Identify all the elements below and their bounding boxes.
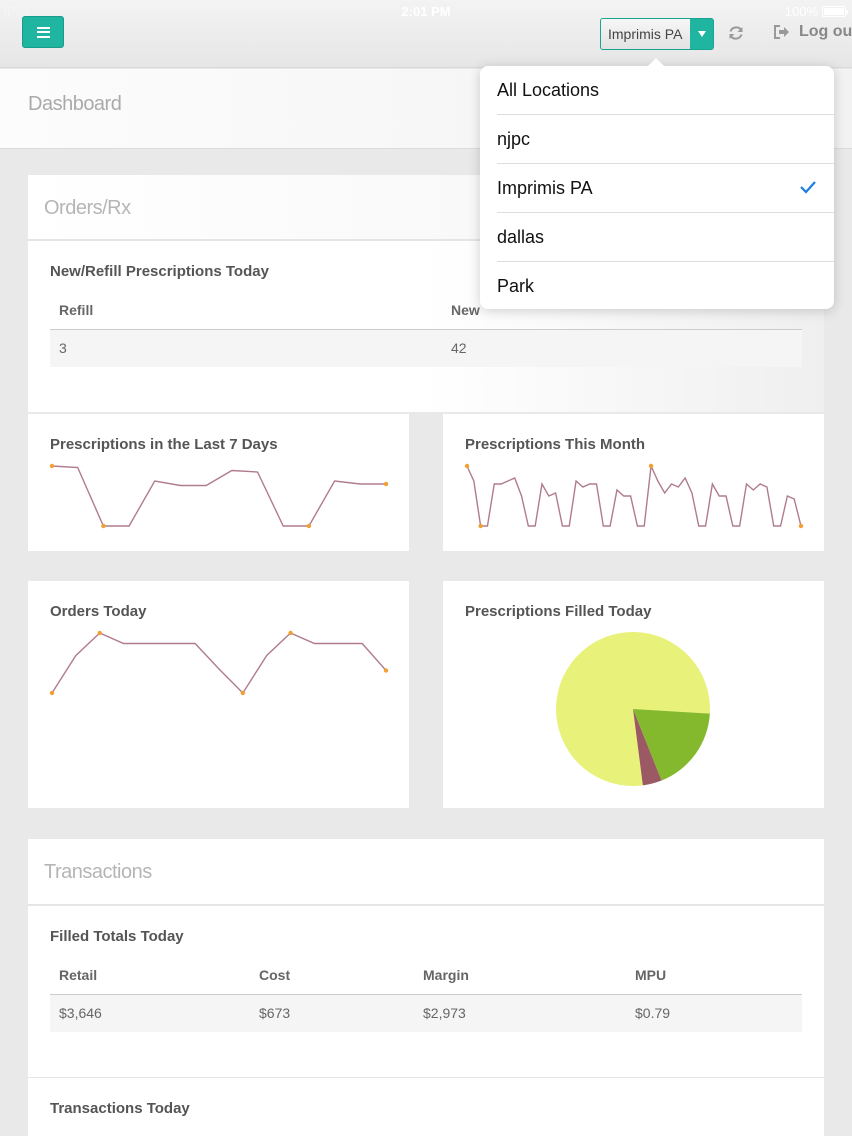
filled-totals-table: Retail Cost Margin MPU $3,646 $673 $2,97…	[50, 956, 802, 1032]
logout-icon	[774, 25, 789, 39]
data-point	[240, 690, 246, 696]
series-line	[51, 465, 386, 527]
chart-title-this-month: Prescriptions This Month	[465, 436, 646, 453]
data-point	[306, 523, 312, 529]
data-point	[383, 481, 389, 487]
checkmark-icon	[800, 181, 816, 194]
location-option-park[interactable]: Park	[480, 262, 834, 311]
series-line	[466, 463, 802, 527]
hamburger-menu-button[interactable]	[22, 16, 64, 48]
margin-value: $2,973	[414, 994, 626, 1032]
top-nav-bar: Imprimis PA Log ou	[0, 0, 852, 68]
line-chart-last7	[49, 463, 389, 529]
transactions-today-section: Transactions Today	[28, 1078, 824, 1136]
location-select-value: Imprimis PA	[608, 26, 683, 42]
chart-card-last7: Prescriptions in the Last 7 Days	[28, 414, 409, 551]
table-row: $3,646 $673 $2,973 $0.79	[50, 994, 802, 1032]
mpu-value: $0.79	[626, 994, 802, 1032]
transactions-panel-title: Transactions	[44, 861, 152, 883]
divider	[28, 904, 824, 906]
line-chart-orders-today	[49, 630, 389, 696]
chart-title-last7: Prescriptions in the Last 7 Days	[50, 436, 278, 453]
status-bar: iPad 2:01 PM 100%	[0, 0, 852, 24]
location-option-label: njpc	[497, 129, 531, 149]
chart-card-this-month: Prescriptions This Month	[443, 414, 824, 551]
new-refill-title: New/Refill Prescriptions Today	[50, 263, 269, 280]
column-header-margin: Margin	[414, 956, 626, 995]
hamburger-menu-icon	[36, 26, 50, 38]
chevron-down-icon[interactable]	[690, 19, 713, 49]
orders-panel-title: Orders/Rx	[44, 197, 131, 219]
carrier-label: iPad	[4, 4, 31, 19]
location-option-njpc[interactable]: njpc	[480, 115, 834, 164]
divider	[28, 1077, 824, 1078]
page-title: Dashboard	[28, 93, 122, 115]
series-line	[51, 632, 387, 695]
data-point	[478, 523, 483, 529]
data-point	[464, 463, 470, 469]
pie-slice	[633, 709, 662, 786]
table-row: 3 42	[50, 329, 802, 367]
chart-title-orders-today: Orders Today	[50, 603, 147, 620]
logout-button[interactable]: Log ou	[774, 23, 852, 41]
logout-label: Log ou	[799, 23, 852, 40]
data-point	[288, 630, 293, 636]
data-point	[101, 523, 106, 529]
cost-value: $673	[250, 994, 414, 1032]
divider	[28, 239, 824, 241]
data-point	[383, 668, 389, 673]
data-point	[49, 690, 55, 696]
data-point	[798, 523, 804, 529]
location-option-label: Park	[497, 276, 535, 296]
status-time: 2:01 PM	[401, 4, 451, 19]
location-option-label: All Locations	[497, 80, 600, 100]
column-header-cost: Cost	[250, 956, 414, 995]
pie-chart-filled-today	[556, 632, 710, 786]
location-option-dallas[interactable]: dallas	[480, 213, 834, 262]
location-option-label: Imprimis PA	[497, 178, 593, 198]
battery-icon	[822, 6, 848, 17]
battery-indicator: 100%	[784, 4, 848, 19]
line-chart-this-month	[464, 463, 804, 529]
filled-totals-section: Filled Totals Today Retail Cost Margin M…	[28, 906, 824, 1077]
transactions-panel-header: Transactions	[28, 839, 824, 904]
location-option-all[interactable]: All Locations	[480, 66, 834, 115]
data-point	[97, 630, 102, 636]
data-point	[648, 463, 654, 469]
location-option-label: dallas	[497, 227, 545, 247]
refill-count: 3	[50, 329, 442, 367]
pie-slice	[633, 709, 710, 781]
transactions-today-title: Transactions Today	[50, 1100, 190, 1117]
column-header-retail: Retail	[50, 956, 250, 995]
chart-title-filled-today: Prescriptions Filled Today	[465, 603, 652, 620]
column-header-refill: Refill	[50, 291, 442, 330]
filled-totals-title: Filled Totals Today	[50, 928, 184, 945]
retail-value: $3,646	[50, 994, 250, 1032]
data-point	[49, 463, 55, 469]
location-dropdown: All Locations njpc Imprimis PA dallas Pa…	[480, 58, 834, 311]
chart-card-orders-today: Orders Today	[28, 581, 409, 808]
column-header-mpu: MPU	[626, 956, 802, 995]
battery-percent: 100%	[784, 4, 818, 19]
location-select[interactable]: Imprimis PA	[600, 18, 714, 50]
refresh-icon[interactable]	[727, 24, 745, 42]
chart-card-filled-today: Prescriptions Filled Today	[443, 581, 824, 808]
location-option-imprimis-pa[interactable]: Imprimis PA	[480, 164, 834, 213]
new-count: 42	[442, 329, 802, 367]
